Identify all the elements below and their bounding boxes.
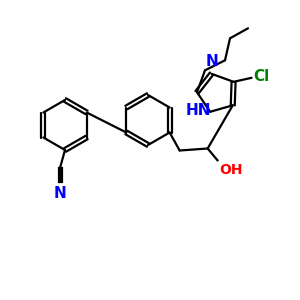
Text: N: N [54, 186, 66, 201]
Text: N: N [206, 54, 219, 69]
Text: OH: OH [220, 163, 243, 176]
Text: Cl: Cl [254, 69, 270, 84]
Text: HN: HN [185, 103, 211, 118]
